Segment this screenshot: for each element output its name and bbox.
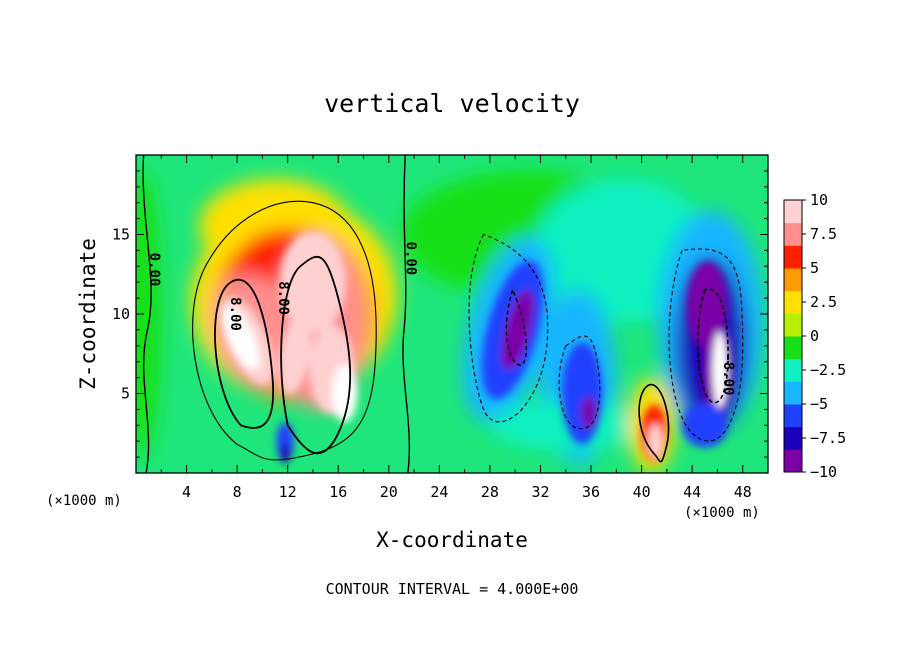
x-tick-label: 8	[233, 483, 242, 501]
x-unit-left: (×1000 m)	[46, 493, 122, 509]
x-tick-label: 16	[329, 483, 347, 501]
colorbar-tick-label: 0	[810, 327, 819, 345]
colorbar-segment	[784, 313, 802, 337]
contour-line	[697, 288, 729, 404]
x-tick-label: 12	[279, 483, 297, 501]
y-tick-label: 10	[112, 305, 130, 323]
x-tick-label: 4	[182, 483, 191, 501]
contour-line	[214, 278, 275, 429]
x-tick-label: 36	[582, 483, 600, 501]
x-tick-label: 24	[430, 483, 448, 501]
contour-line	[192, 200, 377, 461]
colorbar-segment	[784, 381, 802, 405]
colorbar-tick-label: −7.5	[810, 429, 846, 447]
colorbar-segment	[784, 404, 802, 428]
field-region	[489, 399, 642, 451]
y-axis-label: Z-coordinate	[76, 238, 100, 390]
colorbar-segment	[784, 222, 802, 246]
field-region	[222, 305, 260, 370]
contour-line	[402, 155, 411, 473]
colorbar-segment	[784, 245, 802, 269]
y-tick-label: 15	[112, 226, 130, 244]
contour-interval-note: CONTOUR INTERVAL = 4.000E+00	[326, 580, 579, 598]
x-tick-label: 20	[380, 483, 398, 501]
contour-line	[505, 288, 527, 366]
field-region	[280, 444, 291, 464]
colorbar-segment	[784, 290, 802, 314]
colorbar-tick-label: −5	[810, 395, 828, 413]
contour-line	[638, 383, 670, 463]
field-region	[136, 170, 162, 458]
x-tick-label: 48	[734, 483, 752, 501]
field-region	[278, 312, 312, 395]
x-axis: 4 8 12 16 20 24 28 32 36 40 44 48	[160, 155, 752, 501]
colorbar-tick-label: −2.5	[810, 361, 846, 379]
y-axis: 5 10 15	[112, 170, 768, 458]
x-tick-label: 44	[683, 483, 701, 501]
colorbar-segment	[784, 336, 802, 360]
contour-line	[142, 155, 152, 473]
chart-title: vertical velocity	[324, 89, 580, 118]
x-axis-label: X-coordinate	[376, 528, 528, 552]
colorbar-tick-label: 10	[810, 191, 828, 209]
x-tick-label: 32	[531, 483, 549, 501]
field-region	[712, 331, 728, 408]
colorbar: 10 7.5 5 2.5 0 −2.5 −5 −7.5 −10	[783, 191, 846, 481]
colorbar-segment	[784, 200, 802, 224]
colorbar-segment	[784, 268, 802, 292]
contour-label: 0.00	[146, 253, 162, 287]
x-tick-label: 40	[633, 483, 651, 501]
colorbar-tick-label: 5	[810, 259, 819, 277]
y-tick-label: 5	[121, 385, 130, 403]
field-region	[280, 231, 346, 334]
contour-label: 8.00	[227, 297, 243, 331]
colorbar-tick-label: −10	[810, 463, 837, 481]
field-region	[682, 403, 728, 448]
contour-line	[668, 248, 744, 442]
colorbar-segment	[784, 449, 802, 473]
contour-line	[558, 335, 601, 430]
field-region	[501, 289, 534, 370]
colorbar-tick-label: 7.5	[810, 225, 837, 243]
x-tick-label: 28	[481, 483, 499, 501]
colorbar-segment	[784, 426, 802, 450]
plot-area: 0.00 0.00 8.00 8.00 -8.00	[136, 155, 768, 473]
field-region	[580, 396, 597, 429]
colorbar-segment	[784, 358, 802, 382]
colorbar-tick-label: 2.5	[810, 293, 837, 311]
contour-label: -8.00	[720, 353, 736, 395]
x-unit-right: (×1000 m)	[684, 505, 760, 521]
field-region	[647, 423, 664, 459]
contour-label: 8.00	[275, 281, 291, 315]
contour-label: 0.00	[402, 241, 418, 275]
contour-line	[280, 255, 352, 455]
